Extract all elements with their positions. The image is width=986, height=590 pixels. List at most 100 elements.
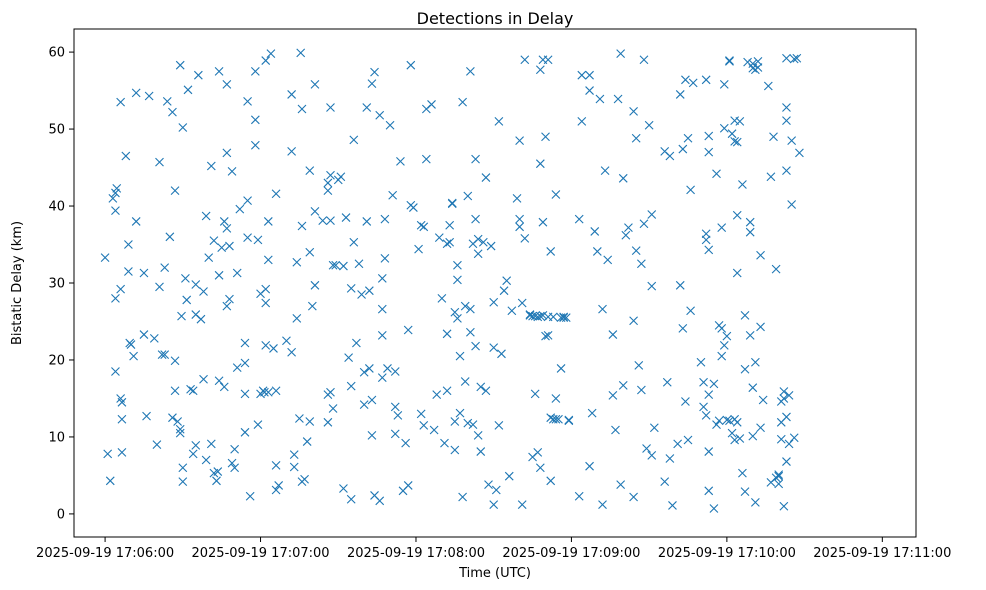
data-point <box>745 330 755 340</box>
data-point <box>738 468 747 478</box>
data-point <box>305 166 315 176</box>
data-point <box>696 357 706 367</box>
data-point <box>261 298 271 308</box>
data-point <box>377 373 387 383</box>
data-point <box>287 146 297 156</box>
data-point <box>704 131 714 141</box>
data-point <box>263 387 273 397</box>
data-point <box>173 417 183 426</box>
data-point <box>763 81 773 91</box>
data-point <box>546 413 556 423</box>
data-point <box>250 140 260 150</box>
data-point <box>502 276 512 286</box>
data-point <box>538 310 548 320</box>
data-point <box>191 441 201 450</box>
data-point <box>748 383 758 393</box>
data-point <box>117 414 127 424</box>
data-point <box>209 236 219 246</box>
data-point <box>489 297 499 307</box>
y-tick-label: 0 <box>57 507 65 522</box>
data-point <box>489 500 499 510</box>
data-point <box>782 116 791 125</box>
data-point <box>201 211 211 221</box>
data-point <box>186 384 195 394</box>
data-point <box>460 301 470 311</box>
data-point <box>782 412 791 422</box>
data-point <box>453 260 462 270</box>
data-point <box>214 376 224 386</box>
data-point <box>709 504 719 513</box>
data-point <box>149 334 159 343</box>
data-point <box>595 94 605 104</box>
data-point <box>543 330 553 340</box>
data-point <box>214 66 224 76</box>
data-point <box>271 485 281 495</box>
data-point <box>377 273 387 283</box>
data-point <box>385 120 395 130</box>
data-point <box>243 96 252 106</box>
data-point <box>465 327 475 337</box>
data-point <box>468 420 478 430</box>
data-point <box>274 481 284 490</box>
data-point <box>108 193 118 203</box>
data-point <box>561 313 571 323</box>
data-point <box>453 314 462 323</box>
data-point <box>222 301 232 311</box>
data-point <box>504 471 514 481</box>
data-point <box>253 420 263 430</box>
data-point <box>124 267 133 276</box>
data-point <box>546 476 556 486</box>
data-point <box>554 414 563 424</box>
x-tick-label: 2025-09-19 17:08:00 <box>347 546 485 561</box>
data-point <box>686 185 695 195</box>
x-tick-label: 2025-09-19 17:09:00 <box>502 546 640 561</box>
data-point <box>370 67 379 77</box>
data-point <box>484 480 493 490</box>
data-point <box>740 487 750 496</box>
data-point <box>756 423 765 433</box>
data-point <box>359 367 369 377</box>
data-point <box>409 203 418 212</box>
data-point <box>520 233 530 243</box>
data-point <box>647 451 657 460</box>
y-tick-label: 60 <box>48 46 65 61</box>
data-point <box>465 66 475 76</box>
data-point <box>183 85 193 95</box>
data-point <box>331 260 341 270</box>
data-point <box>463 191 473 201</box>
data-point <box>250 66 260 76</box>
data-point <box>219 382 229 392</box>
data-point <box>782 103 791 112</box>
data-point <box>188 449 198 459</box>
data-point <box>789 54 799 64</box>
data-point <box>740 364 750 374</box>
data-point <box>782 166 791 176</box>
data-point <box>131 88 141 98</box>
data-point <box>587 408 597 418</box>
data-point <box>442 239 452 249</box>
data-point <box>611 425 620 435</box>
data-point <box>730 435 740 445</box>
data-point <box>548 312 558 322</box>
data-point <box>649 423 659 433</box>
data-point <box>499 286 509 296</box>
data-point <box>253 235 263 245</box>
data-point <box>271 461 281 470</box>
data-point <box>445 220 455 230</box>
data-point <box>600 166 610 176</box>
data-point <box>260 387 269 397</box>
data-point <box>339 484 348 493</box>
data-point <box>232 363 242 373</box>
data-point <box>494 421 504 430</box>
data-point <box>533 312 543 322</box>
data-point <box>450 307 460 317</box>
data-point <box>213 467 223 476</box>
data-point <box>662 377 672 387</box>
data-point <box>624 223 633 232</box>
data-point <box>678 144 688 154</box>
data-point <box>139 330 149 339</box>
data-point <box>357 290 366 299</box>
data-point <box>766 172 776 182</box>
data-point <box>124 240 133 249</box>
